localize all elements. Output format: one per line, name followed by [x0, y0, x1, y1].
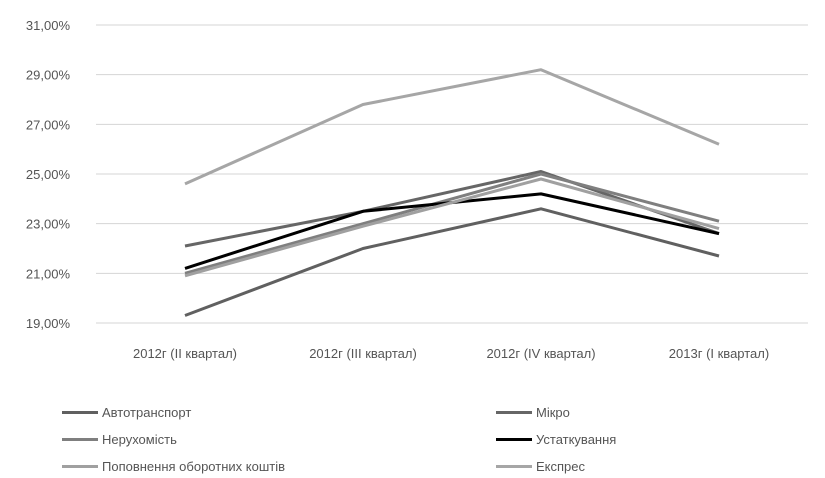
legend-item: Устаткування	[496, 430, 616, 448]
legend: Автотранспорт Мікро Нерухомість Устаткуванн…	[0, 396, 825, 478]
x-tick-label: 2012г (IV квартал)	[486, 346, 595, 361]
x-tick-label: 2013г (I квартал)	[669, 346, 769, 361]
x-tick-label: 2012г (III квартал)	[309, 346, 417, 361]
legend-label: Устаткування	[536, 431, 617, 447]
legend-item: Поповнення оборотних коштів	[62, 457, 285, 475]
legend-label: Експрес	[536, 458, 586, 474]
y-tick-label: 29,00%	[26, 68, 71, 83]
legend-label: Мікро	[536, 404, 570, 420]
legend-item: Нерухомість	[62, 430, 177, 448]
legend-swatch	[62, 410, 98, 414]
legend-swatch	[496, 437, 532, 441]
legend-item: Автотранспорт	[62, 403, 191, 421]
y-tick-label: 23,00%	[26, 217, 71, 232]
legend-label: Нерухомість	[102, 431, 177, 447]
legend-swatch	[62, 464, 98, 468]
legend-label: Поповнення оборотних коштів	[102, 458, 285, 474]
legend-label: Автотранспорт	[102, 404, 192, 420]
x-tick-label: 2012г (II квартал)	[133, 346, 237, 361]
series-line-5	[184, 68, 720, 186]
legend-swatch	[496, 410, 532, 414]
legend-swatch	[496, 464, 532, 468]
series-line-2	[184, 172, 720, 275]
x-axis-ticks: 2012г (II квартал) 2012г (III квартал) 201…	[133, 346, 769, 361]
y-axis-ticks: 19,00% 21,00% 23,00% 25,00% 27,00% 29,00% 31,0…	[26, 18, 71, 331]
y-tick-label: 19,00%	[26, 316, 71, 331]
series-line-0	[184, 207, 720, 317]
legend-item: Мікро	[496, 403, 570, 421]
y-tick-label: 27,00%	[26, 117, 71, 132]
y-tick-label: 31,00%	[26, 18, 71, 33]
y-tick-label: 25,00%	[26, 167, 71, 182]
legend-swatch	[62, 437, 98, 441]
legend-item: Експрес	[496, 457, 585, 475]
y-tick-label: 21,00%	[26, 266, 71, 281]
gridlines	[96, 24, 808, 324]
series-line-4	[184, 177, 720, 278]
series-lines	[184, 68, 720, 317]
